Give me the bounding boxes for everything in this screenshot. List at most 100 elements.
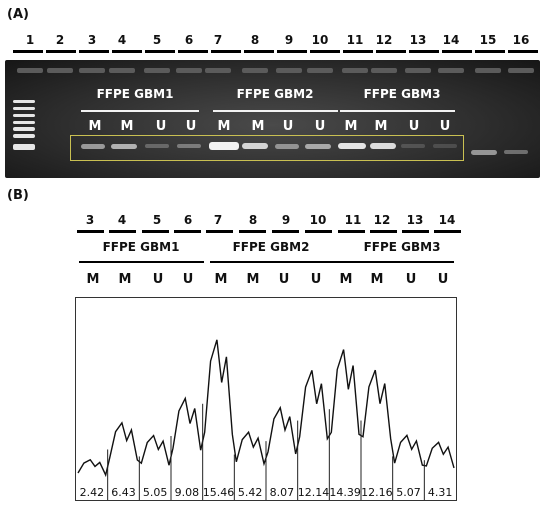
lane-marker <box>211 50 241 53</box>
lane-marker <box>277 50 307 53</box>
lane-marker <box>272 230 299 233</box>
lane-marker <box>376 50 406 53</box>
gel-image: FFPE GBM1 FFPE GBM2 FFPE GBM3 M M U U M … <box>5 60 540 178</box>
dna-band <box>305 144 331 149</box>
gel-well <box>508 68 534 73</box>
dna-band <box>145 144 169 148</box>
ladder-band <box>13 134 35 138</box>
lane-marker <box>174 230 201 233</box>
densitometry-lane-number: 12 <box>373 213 391 227</box>
densitometry-mu-label: U <box>310 272 322 287</box>
gel-well <box>242 68 268 73</box>
lane-marker <box>402 230 429 233</box>
ladder-band <box>13 127 35 131</box>
dna-band <box>338 143 366 149</box>
gel-well <box>342 68 368 73</box>
gel-well <box>47 68 73 73</box>
densitometry-lane-number: 8 <box>248 213 258 227</box>
densitometry-mu-label: U <box>152 272 164 287</box>
gel-well <box>144 68 170 73</box>
densitometry-lane-number: 11 <box>344 213 362 227</box>
lane-marker <box>409 50 439 53</box>
lane-marker <box>442 50 472 53</box>
dna-band <box>401 144 425 148</box>
lane-marker <box>79 50 109 53</box>
gel-mu-label: M <box>251 119 265 134</box>
densitometry-chart-frame <box>75 297 457 501</box>
densitometry-lane-number: 3 <box>85 213 95 227</box>
lane-marker <box>239 230 266 233</box>
dna-band <box>504 150 528 154</box>
gel-well <box>109 68 135 73</box>
lane-marker <box>77 230 104 233</box>
gel-well <box>475 68 501 73</box>
lane-marker <box>370 230 397 233</box>
lane-marker <box>434 230 461 233</box>
densitometry-mu-label: U <box>437 272 449 287</box>
densitometry-mu-label: M <box>118 272 132 287</box>
lane-marker <box>343 50 373 53</box>
dna-band <box>275 144 299 149</box>
gel-lane-number: 13 <box>409 33 427 47</box>
ladder-band <box>13 107 35 110</box>
densitometry-group-label: FFPE GBM2 <box>232 240 310 254</box>
densitometry-lane-number: 5 <box>152 213 162 227</box>
gel-group-label: FFPE GBM3 <box>363 87 441 101</box>
gel-lane-number: 12 <box>375 33 393 47</box>
gel-lane-number: 4 <box>117 33 127 47</box>
lane-marker <box>145 50 175 53</box>
densitometry-lane-number: 14 <box>438 213 456 227</box>
gel-well <box>276 68 302 73</box>
panel-b-label: (B) <box>7 188 29 203</box>
ladder-band <box>13 121 35 124</box>
gel-group-underline <box>213 110 338 112</box>
panel-a-label: (A) <box>7 7 29 22</box>
lane-marker <box>178 50 208 53</box>
dna-band <box>177 144 201 148</box>
dna-band <box>433 144 457 148</box>
gel-mu-label: M <box>374 119 388 134</box>
densitometry-mu-label: M <box>214 272 228 287</box>
densitometry-lane-number: 10 <box>309 213 327 227</box>
gel-group-label: FFPE GBM2 <box>236 87 314 101</box>
gel-lane-number: 15 <box>479 33 497 47</box>
lane-marker <box>13 50 43 53</box>
dna-band <box>471 150 497 155</box>
gel-mu-label: M <box>120 119 134 134</box>
gel-mu-label: U <box>408 119 420 134</box>
gel-mu-label: M <box>344 119 358 134</box>
densitometry-mu-label: U <box>182 272 194 287</box>
densitometry-mu-label: U <box>405 272 417 287</box>
densitometry-lane-number: 7 <box>213 213 223 227</box>
lane-marker <box>112 50 142 53</box>
densitometry-mu-label: M <box>86 272 100 287</box>
lane-marker <box>305 230 332 233</box>
lane-marker <box>142 230 169 233</box>
group-underline <box>210 261 337 263</box>
densitometry-lane-number: 9 <box>281 213 291 227</box>
gel-mu-label: U <box>185 119 197 134</box>
group-underline <box>337 261 454 263</box>
ladder-band <box>13 114 35 117</box>
gel-well <box>405 68 431 73</box>
gel-lane-number: 8 <box>250 33 260 47</box>
gel-lane-number: 3 <box>87 33 97 47</box>
lane-marker <box>475 50 505 53</box>
gel-well <box>371 68 397 73</box>
gel-lane-number: 6 <box>184 33 194 47</box>
gel-well <box>205 68 231 73</box>
gel-lane-number: 1 <box>25 33 35 47</box>
gel-group-underline <box>81 110 199 112</box>
densitometry-mu-label: U <box>278 272 290 287</box>
lane-marker <box>46 50 76 53</box>
gel-lane-number: 7 <box>213 33 223 47</box>
dna-band <box>111 144 137 149</box>
dna-band <box>81 144 105 149</box>
band-region-box <box>70 135 464 161</box>
dna-band <box>242 143 268 149</box>
gel-well <box>438 68 464 73</box>
gel-well <box>176 68 202 73</box>
densitometry-group-label: FFPE GBM1 <box>102 240 180 254</box>
ladder-band <box>13 100 35 103</box>
lane-marker <box>244 50 274 53</box>
